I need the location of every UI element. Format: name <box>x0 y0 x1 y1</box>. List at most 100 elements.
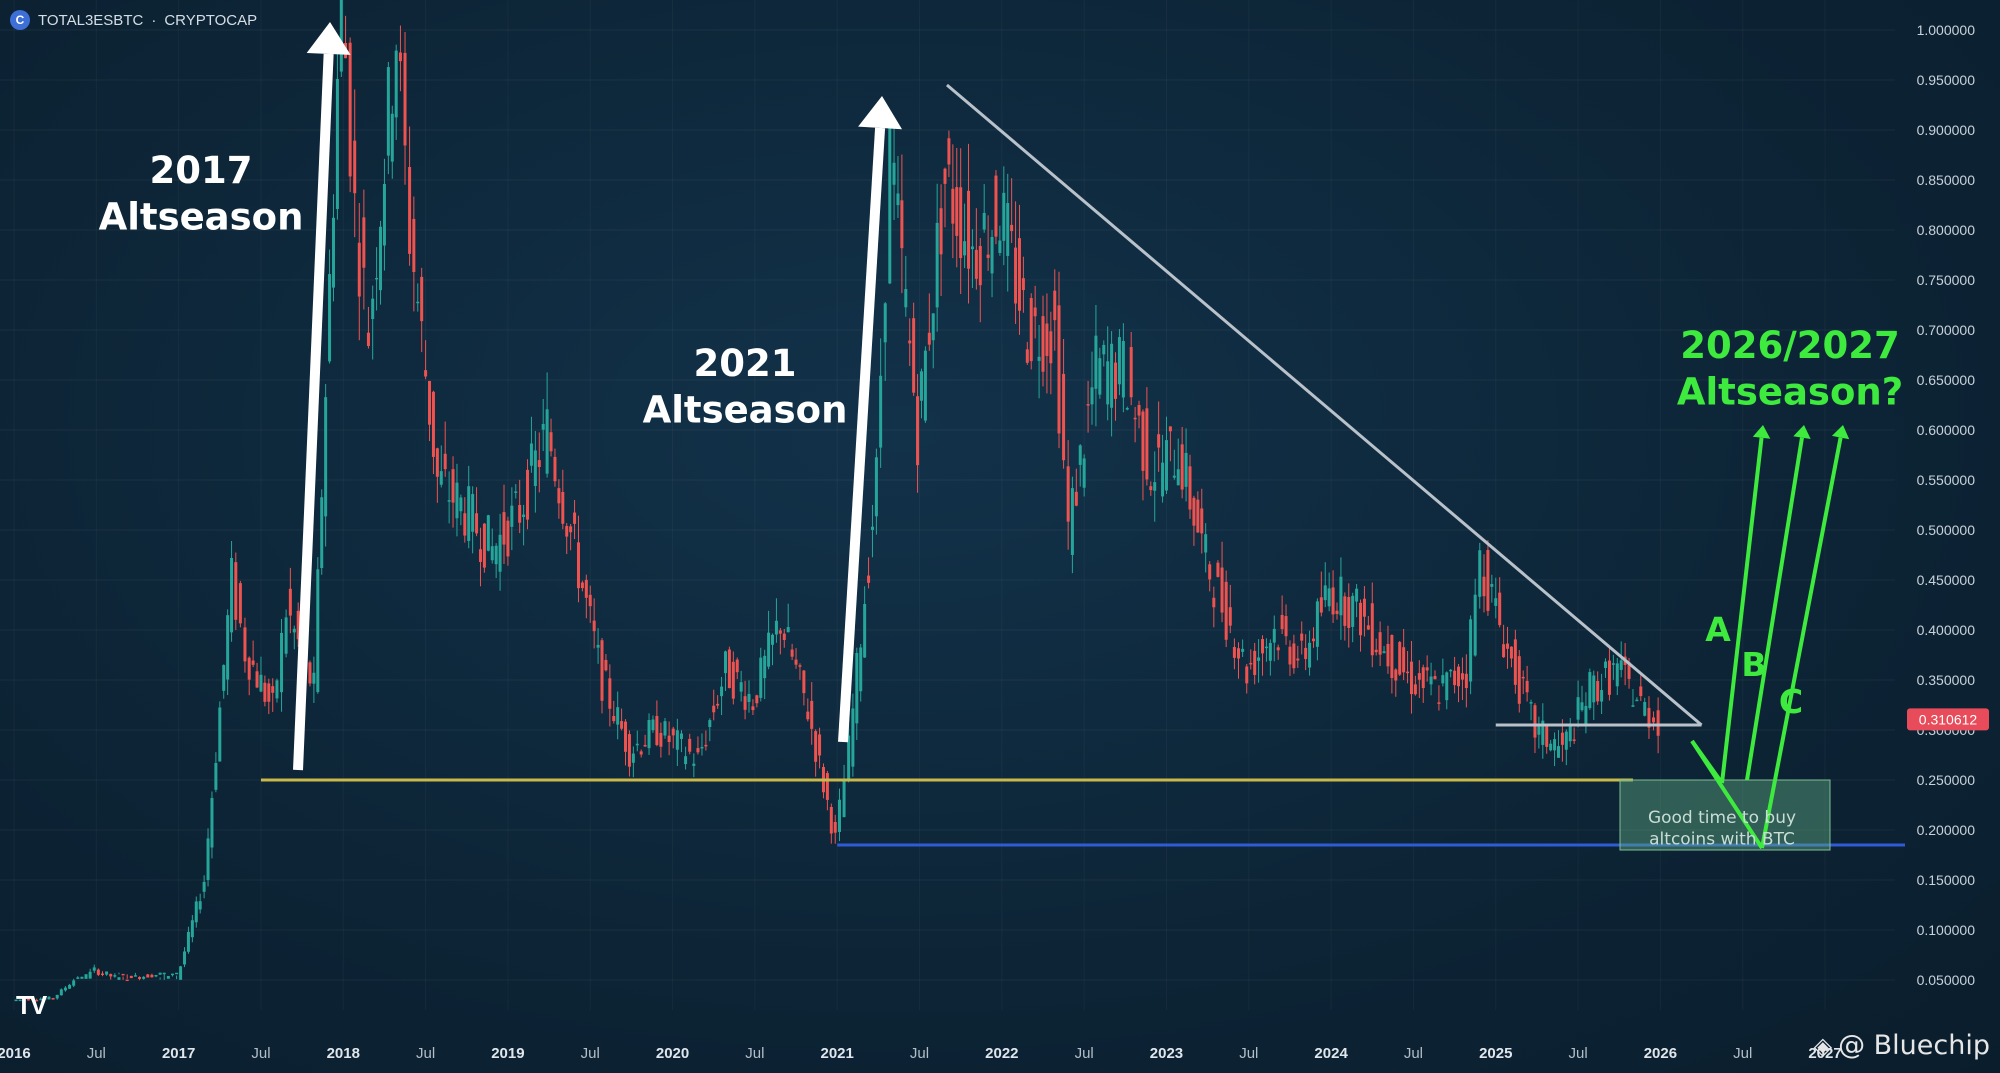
candle-body <box>573 512 577 524</box>
candle-body <box>802 670 806 694</box>
candle-body <box>1241 648 1245 652</box>
candle-body <box>1576 697 1580 720</box>
candle-body <box>1253 650 1257 675</box>
drawings-layer <box>260 22 1905 851</box>
candle-body <box>1125 408 1129 410</box>
candle-body <box>1308 642 1312 668</box>
candle-body <box>1045 323 1049 356</box>
candle-body <box>1300 633 1304 641</box>
candle-body <box>1070 488 1074 555</box>
candle-body <box>696 748 700 753</box>
candle-body <box>1121 341 1125 398</box>
candle-body <box>398 52 402 62</box>
candle-body <box>883 303 887 343</box>
candle-body <box>142 976 146 979</box>
candle-body <box>1153 482 1157 491</box>
y-tick-label: 0.250000 <box>1917 772 1976 788</box>
candle-body <box>1537 724 1541 735</box>
candle-body <box>1168 426 1172 432</box>
candle-body <box>529 443 533 466</box>
candle-body <box>1417 673 1421 680</box>
candle-body <box>51 998 55 1000</box>
time-axis[interactable]: 2016 Jul 2017 Jul 2018 Jul 2019 Jul 2020 Jul 2021 J… <box>0 1045 1842 1062</box>
candle-body <box>1157 434 1161 448</box>
candle-body <box>394 50 398 118</box>
candle-body <box>412 218 416 272</box>
candle-body <box>1145 408 1149 480</box>
candle-body <box>786 627 790 633</box>
candle-body <box>935 222 939 308</box>
tradingview-logo-icon[interactable]: TV <box>16 990 47 1020</box>
candle-body <box>580 582 584 589</box>
candle-body <box>1304 647 1308 660</box>
candle-body <box>1212 597 1216 608</box>
candle-body <box>210 797 214 848</box>
candle-body <box>63 987 67 991</box>
candle-body <box>312 672 316 684</box>
candle-body <box>1556 746 1560 758</box>
candle-body <box>747 693 751 702</box>
candle-body <box>100 973 104 975</box>
candle-body <box>357 242 361 297</box>
candle-body <box>1196 499 1200 533</box>
candle-body <box>328 274 332 362</box>
candle-body <box>243 627 247 662</box>
last-price-tag <box>1907 708 1989 731</box>
price-axis[interactable]: 1.000000 0.950000 0.900000 0.850000 0.800000… <box>1907 22 1989 988</box>
y-tick-label: 1.000000 <box>1917 22 1976 38</box>
candle-body <box>1347 597 1351 628</box>
annotation-alt2026: Altseason? <box>1677 370 1903 413</box>
candle-body <box>498 534 502 572</box>
last-price-label: 0.310612 <box>1919 711 1978 727</box>
candle-body <box>643 744 647 747</box>
candle-body <box>271 686 275 693</box>
candle-body <box>1062 373 1066 461</box>
candle-body <box>1611 663 1615 665</box>
x-tick-label: 2022 <box>985 1045 1018 1062</box>
candle-body <box>1037 356 1041 361</box>
candle-body <box>424 370 428 377</box>
candle-body <box>1464 673 1468 689</box>
candle-body <box>109 973 113 977</box>
x-tick-label: 2019 <box>491 1045 524 1062</box>
annotation-alt2026: 2026/2027 <box>1680 324 1899 367</box>
candle-body <box>84 974 88 979</box>
x-tick-label: Jul <box>251 1045 270 1062</box>
exchange-name: CRYPTOCAP <box>164 11 258 29</box>
candle-body <box>179 966 183 980</box>
candle-body <box>138 977 142 979</box>
candle-body <box>416 301 420 304</box>
candle-body <box>1549 743 1553 751</box>
candle-body <box>522 514 526 517</box>
candle-body <box>1647 707 1651 728</box>
candle-body <box>1437 702 1441 704</box>
candle-body <box>175 972 179 975</box>
y-tick-label: 0.050000 <box>1917 972 1976 988</box>
candle-body <box>790 649 794 657</box>
candle-body <box>1580 702 1584 711</box>
candle-body <box>1053 290 1057 321</box>
candle-body <box>1074 491 1078 506</box>
candle-body <box>1457 666 1461 687</box>
candle-body <box>1057 305 1061 434</box>
candle-body <box>76 977 80 979</box>
candle-body <box>931 313 935 341</box>
candle-body <box>1460 673 1464 680</box>
arrow-2021-shaft <box>838 127 886 743</box>
candle-body <box>1261 639 1265 654</box>
y-tick-label: 0.650000 <box>1917 372 1976 388</box>
symbol-header[interactable]: C TOTAL3ESBTC · CRYPTOCAP <box>10 8 257 32</box>
candle-body <box>1296 658 1300 661</box>
x-tick-label: 2016 <box>0 1045 31 1062</box>
descending-trendline <box>945 83 1703 727</box>
candle-body <box>1220 567 1224 613</box>
candle-body <box>1272 628 1276 643</box>
candle-body <box>47 996 51 1000</box>
candle-body <box>35 999 39 1002</box>
candle-body <box>867 575 871 583</box>
candle-body <box>1224 581 1228 640</box>
candle-body <box>133 975 137 977</box>
candle-body <box>916 396 920 466</box>
y-tick-label: 0.100000 <box>1917 922 1976 938</box>
